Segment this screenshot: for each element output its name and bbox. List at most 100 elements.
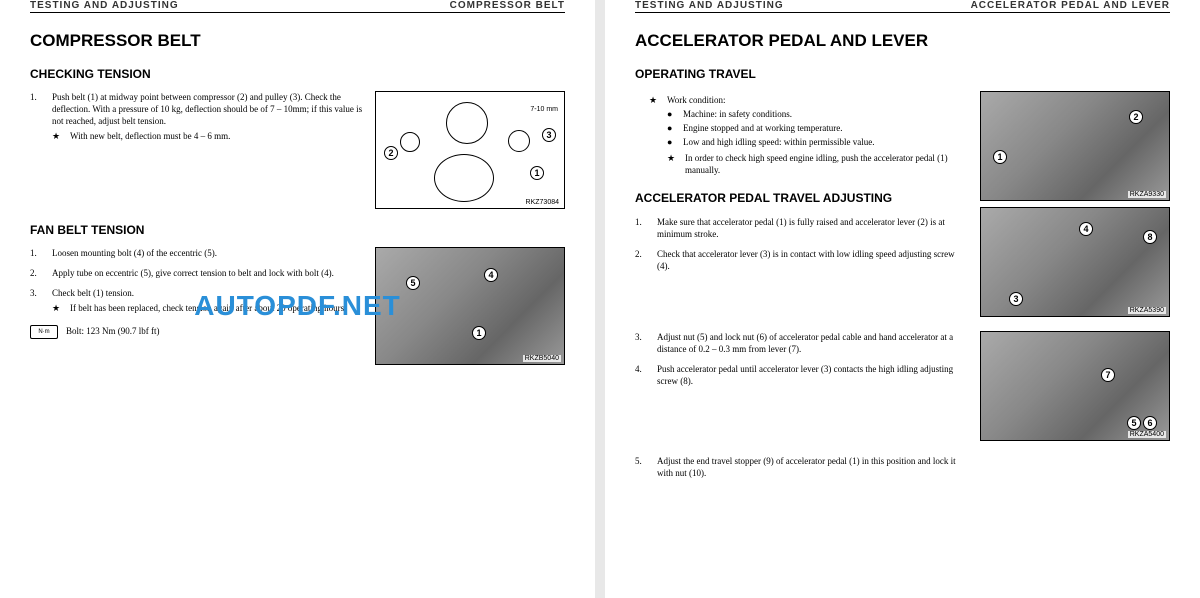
image-column: 1 2 RKZA9330 4 8 3 RKZA5390 [980, 91, 1170, 317]
section-heading: CHECKING TENSION [30, 67, 565, 81]
step-number: 1. [30, 91, 42, 143]
bullet-icon: ● [667, 122, 675, 134]
callout-5: 5 [406, 276, 420, 290]
note-line: ★ In order to check high speed engine id… [667, 152, 968, 176]
fan-belt-photo: 5 4 1 RKZB5040 [375, 247, 565, 365]
step-number: 1. [635, 216, 647, 240]
step-list: 1. Make sure that accelerator pedal (1) … [635, 216, 968, 273]
step-body: Check belt (1) tension. ★ If belt has be… [52, 287, 346, 314]
step-number: 3. [635, 331, 647, 355]
figure-label: RKZ73084 [524, 199, 561, 206]
page-left: TESTING AND ADJUSTING COMPRESSOR BELT CO… [0, 0, 595, 598]
callout-2: 2 [1129, 110, 1143, 124]
torque-icon: N·m [30, 325, 58, 339]
content-row: 1. Loosen mounting bolt (4) of the eccen… [30, 247, 565, 365]
page-right: TESTING AND ADJUSTING ACCELERATOR PEDAL … [605, 0, 1200, 598]
page-header: TESTING AND ADJUSTING COMPRESSOR BELT [30, 0, 565, 13]
note-line: ★ With new belt, deflection must be 4 – … [52, 130, 363, 142]
list-item: 3. Adjust nut (5) and lock nut (6) of ac… [635, 331, 968, 355]
step-number: 2. [635, 248, 647, 272]
section-heading: FAN BELT TENSION [30, 223, 565, 237]
callout-6: 6 [1143, 416, 1157, 430]
text-column: 1. Loosen mounting bolt (4) of the eccen… [30, 247, 363, 365]
text-column: 3. Adjust nut (5) and lock nut (6) of ac… [635, 331, 968, 441]
list-item: 1. Push belt (1) at midway point between… [30, 91, 363, 143]
step-text: Make sure that accelerator pedal (1) is … [657, 216, 968, 240]
image-column: 5 4 1 RKZB5040 [375, 247, 565, 365]
step-list: 3. Adjust nut (5) and lock nut (6) of ac… [635, 331, 968, 388]
step-text: Adjust the end travel stopper (9) of acc… [657, 455, 968, 479]
step-text: Loosen mounting bolt (4) of the eccentri… [52, 247, 217, 259]
step-list: 1. Push belt (1) at midway point between… [30, 91, 363, 143]
step-list: 1. Loosen mounting bolt (4) of the eccen… [30, 247, 363, 315]
step-number: 2. [30, 267, 42, 279]
star-icon: ★ [649, 94, 659, 106]
header-left-text: TESTING AND ADJUSTING [635, 0, 784, 11]
step-number: 4. [635, 363, 647, 387]
callout-1: 1 [472, 326, 486, 340]
text-column: 5. Adjust the end travel stopper (9) of … [635, 455, 968, 487]
list-item: 3. Check belt (1) tension. ★ If belt has… [30, 287, 363, 314]
callout-3: 3 [542, 128, 556, 142]
figure-label: RKZB5040 [523, 355, 561, 362]
callout-1: 1 [993, 150, 1007, 164]
page-title: ACCELERATOR PEDAL AND LEVER [635, 31, 1170, 51]
content-row: 3. Adjust nut (5) and lock nut (6) of ac… [635, 331, 1170, 441]
note-text: With new belt, deflection must be 4 – 6 … [70, 130, 230, 142]
torque-spec: N·m Bolt: 123 Nm (90.7 lbf ft) [30, 325, 363, 339]
text-column: ★ Work condition: ● Machine: in safety c… [635, 91, 968, 317]
header-right-text: COMPRESSOR BELT [450, 0, 565, 11]
page-title: COMPRESSOR BELT [30, 31, 565, 51]
bullet-line: ● Engine stopped and at working temperat… [667, 122, 968, 134]
step-text: Apply tube on eccentric (5), give correc… [52, 267, 334, 279]
step-number: 3. [30, 287, 42, 314]
bullet-icon: ● [667, 136, 675, 148]
lever-photo-2: 4 8 3 RKZA5390 [980, 207, 1170, 317]
content-row: 5. Adjust the end travel stopper (9) of … [635, 455, 1170, 487]
page-gap [595, 0, 605, 598]
callout-1: 1 [530, 166, 544, 180]
belt-diagram-figure: 2 1 3 7-10 mm RKZ73084 [375, 91, 565, 209]
step-text: Check that accelerator lever (3) is in c… [657, 248, 968, 272]
note-line: ★ Work condition: [649, 94, 968, 106]
section-heading: ACCELERATOR PEDAL TRAVEL ADJUSTING [635, 190, 968, 206]
figure-label: RKZA9330 [1128, 191, 1166, 198]
callout-7: 7 [1101, 368, 1115, 382]
list-item: 4. Push accelerator pedal until accelera… [635, 363, 968, 387]
callout-5: 5 [1127, 416, 1141, 430]
star-icon: ★ [52, 302, 62, 314]
note-text: Work condition: [667, 94, 726, 106]
header-left-text: TESTING AND ADJUSTING [30, 0, 179, 11]
torque-text: Bolt: 123 Nm (90.7 lbf ft) [66, 325, 160, 337]
figure-label: RKZA5400 [1128, 431, 1166, 438]
callout-2: 2 [384, 146, 398, 160]
bullet-icon: ● [667, 108, 675, 120]
text-column: 1. Push belt (1) at midway point between… [30, 91, 363, 209]
step-number: 5. [635, 455, 647, 479]
note-line: ★ If belt has been replaced, check tensi… [52, 302, 346, 314]
star-icon: ★ [667, 152, 677, 176]
step-list: 5. Adjust the end travel stopper (9) of … [635, 455, 968, 479]
list-item: 1. Loosen mounting bolt (4) of the eccen… [30, 247, 363, 259]
bullet-text: Low and high idling speed: within permis… [683, 136, 874, 148]
list-item: 2. Check that accelerator lever (3) is i… [635, 248, 968, 272]
step-text: Adjust nut (5) and lock nut (6) of accel… [657, 331, 968, 355]
step-text: Check belt (1) tension. [52, 288, 134, 298]
callout-4: 4 [484, 268, 498, 282]
list-item: 1. Make sure that accelerator pedal (1) … [635, 216, 968, 240]
dimension-text: 7-10 mm [530, 106, 558, 113]
content-row: 1. Push belt (1) at midway point between… [30, 91, 565, 209]
cable-photo-3: 7 5 6 RKZA5400 [980, 331, 1170, 441]
callout-4: 4 [1079, 222, 1093, 236]
note-text: In order to check high speed engine idli… [685, 152, 968, 176]
step-text: Push belt (1) at midway point between co… [52, 92, 362, 126]
star-icon: ★ [52, 130, 62, 142]
image-column [980, 455, 1170, 487]
page-header: TESTING AND ADJUSTING ACCELERATOR PEDAL … [635, 0, 1170, 13]
list-item: 5. Adjust the end travel stopper (9) of … [635, 455, 968, 479]
figure-label: RKZA5390 [1128, 307, 1166, 314]
bullet-line: ● Machine: in safety conditions. [667, 108, 968, 120]
bullet-line: ● Low and high idling speed: within perm… [667, 136, 968, 148]
pedal-photo-1: 1 2 RKZA9330 [980, 91, 1170, 201]
step-number: 1. [30, 247, 42, 259]
